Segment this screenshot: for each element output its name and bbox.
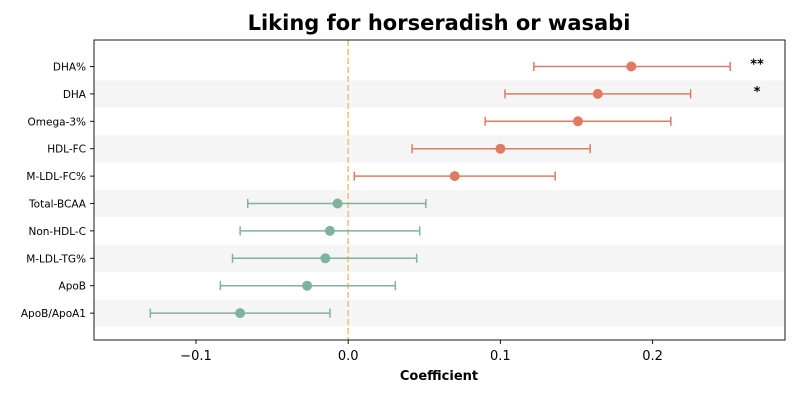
y-tick-label: HDL-FC [47, 144, 86, 156]
point-estimate [302, 280, 313, 291]
point-estimate [320, 253, 331, 264]
significance-label: ** [750, 58, 764, 73]
y-tick-label: Total-BCAA [28, 199, 87, 211]
y-axis: DHA% DHA Omega-3% HDL-FC M-LDL-FC% Total-BCAA… [21, 62, 94, 320]
y-tick-label: Omega-3% [28, 116, 87, 128]
row-band [94, 190, 785, 217]
row-band [94, 244, 785, 272]
point-estimate [449, 171, 460, 182]
y-tick-label: DHA% [53, 62, 86, 74]
point-estimate [332, 198, 343, 209]
chart-title: Liking for horseradish or wasabi [248, 11, 631, 35]
plot-frame [93, 39, 786, 341]
point-estimate [324, 225, 335, 236]
y-tick-label: ApoB/ApoA1 [21, 308, 86, 320]
x-tick-label: 0.2 [642, 349, 663, 364]
x-tick-label: −0.1 [180, 349, 212, 364]
point-estimates [235, 61, 637, 319]
point-estimate [626, 61, 637, 72]
significance-markers: *** [750, 58, 764, 100]
y-tick-label: DHA [63, 89, 87, 101]
x-axis: −0.1 0.0 0.1 0.2 [180, 340, 663, 364]
point-estimate [495, 143, 506, 154]
point-estimate [235, 308, 246, 319]
y-tick-label: M-LDL-FC% [26, 171, 86, 183]
row-bands [94, 80, 785, 327]
y-tick-label: M-LDL-TG% [26, 253, 86, 265]
x-tick-label: 0.1 [490, 349, 511, 364]
x-axis-label: Coefficient [400, 369, 478, 384]
point-estimate [573, 116, 584, 127]
point-estimate [592, 88, 603, 99]
x-tick-label: 0.0 [338, 349, 359, 364]
y-tick-label: ApoB [59, 281, 86, 293]
significance-label: * [754, 85, 761, 100]
y-tick-label: Non-HDL-C [29, 226, 87, 238]
